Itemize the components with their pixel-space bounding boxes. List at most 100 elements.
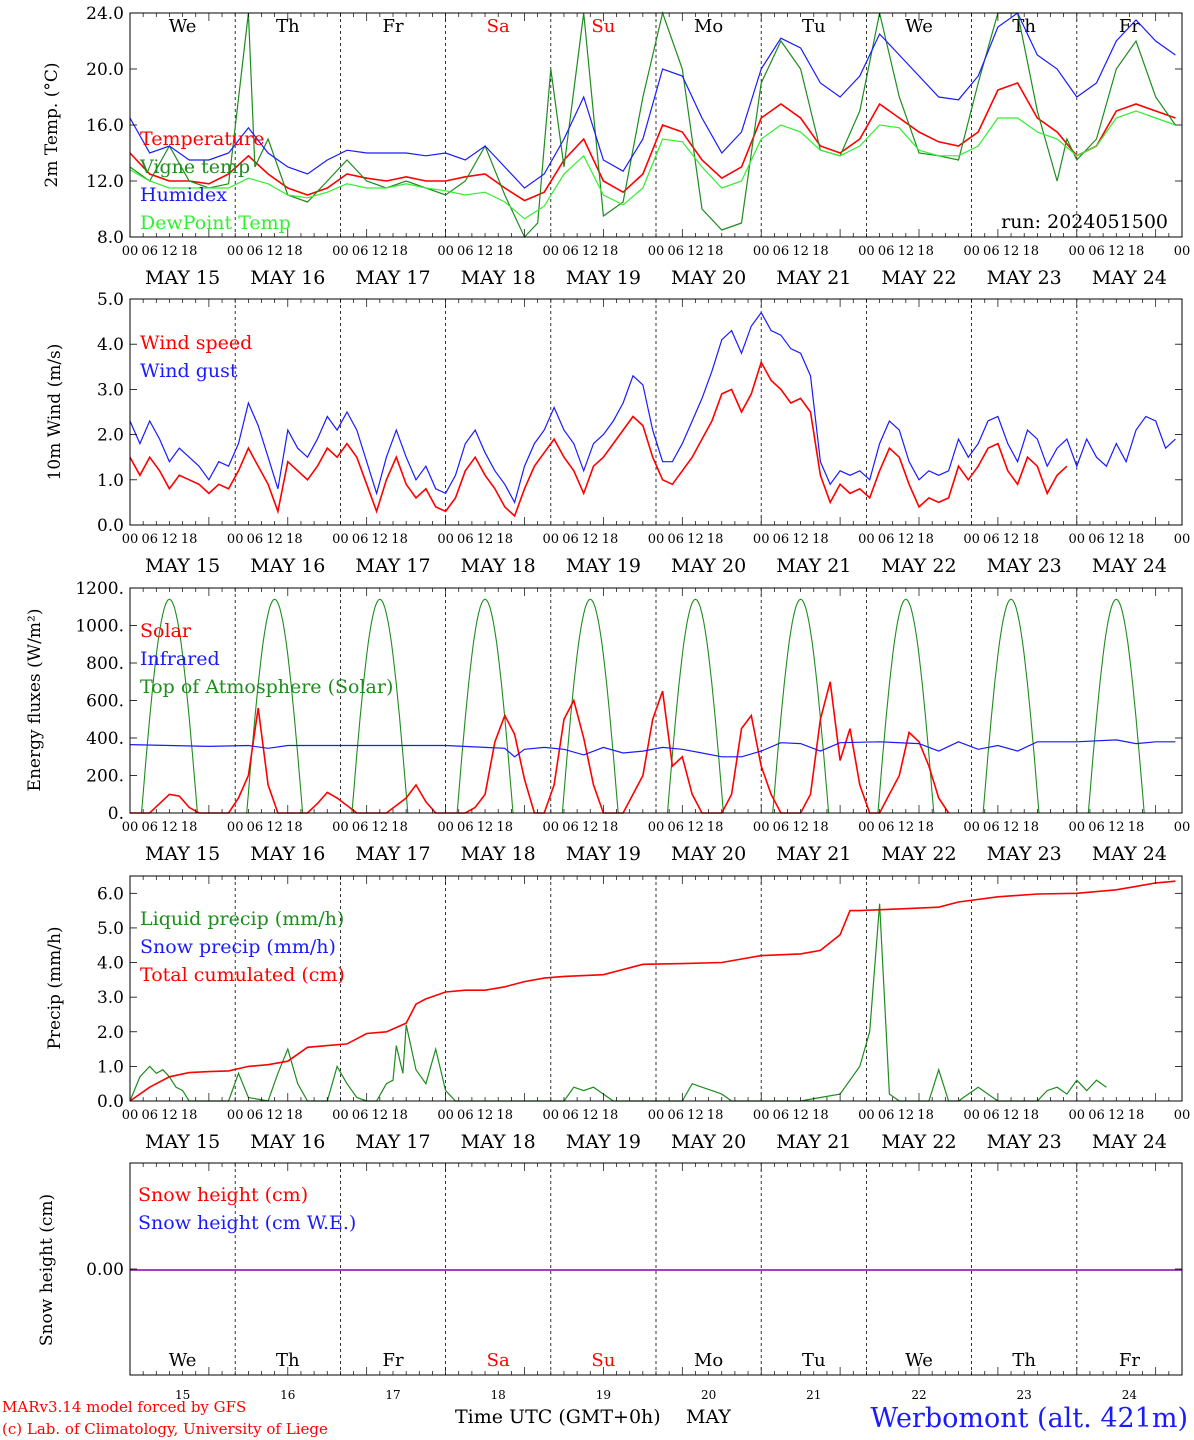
hour-tick-label: 12 [898,532,915,547]
y-axis-label: Snow height (cm) [37,1194,57,1346]
y-tick-label: 1.0 [97,471,124,491]
hour-tick-label: 06 [667,244,684,259]
date-label: MAY 20 [671,843,746,865]
hour-tick-label: 00 [963,1108,980,1123]
hour-tick-label: 00 [648,244,665,259]
date-label: MAY 19 [566,267,641,289]
y-tick-label: 400. [86,729,124,749]
date-label: MAY 19 [566,843,641,865]
weekday-label: Th [276,1350,300,1371]
hour-tick-label: 18 [1023,1108,1040,1123]
panel-3: 1200. 1000. 800. 600. 400. 200. 0. Energy fluxe… [25,579,1190,865]
hour-tick-label: 18 [602,1108,619,1123]
date-label: MAY 22 [881,267,956,289]
y-tick-label: 6.0 [97,884,124,904]
y-axis-label: 10m Wind (m/s) [45,344,65,481]
weekday-label: Fr [382,1350,403,1371]
series-line-dewpoint-temp [129,110,1176,220]
weekday-label: Sa [487,1350,510,1371]
hour-tick-label: 12 [266,820,283,835]
hour-tick-label: 12 [1003,244,1020,259]
hour-tick-label: 00 [1069,532,1086,547]
weekday-label: We [169,16,197,37]
series-line-temperature [129,82,1176,202]
y-tick-label: 2.0 [97,1023,124,1043]
hour-tick-label: 06 [878,532,895,547]
date-label: MAY 15 [145,555,220,577]
weekday-label: Fr [1119,1350,1140,1371]
panel-1: 24.020.016.012.08.02m Temp. (°C)00 06 12 18… [42,4,1190,289]
hour-tick-label: 06 [457,244,474,259]
legend-entry: Total cumulated (cm) [140,964,345,986]
legend-entry: Wind gust [140,360,238,382]
hour-tick-label: 18 [391,1108,408,1123]
y-tick-label: 8.0 [97,228,124,248]
hour-tick-label: 00 [332,532,349,547]
date-label: MAY 23 [987,1131,1062,1153]
hour-tick-label: 06 [773,532,790,547]
weekday-label: Fr [382,16,403,37]
hour-tick-label: 00 [437,244,454,259]
hour-tick-label: 12 [687,244,704,259]
hour-tick-label: 00 [543,820,560,835]
hour-tick-label: 00 [753,1108,770,1123]
hour-tick-label: 18 [391,532,408,547]
hour-tick-label: 18 [1023,820,1040,835]
hour-tick-label: 00 [543,532,560,547]
hour-tick-label: 18 [1128,820,1145,835]
hour-tick-label: 12 [687,1108,704,1123]
hour-tick-label: 18 [181,1108,198,1123]
hour-tick-label: 18 [1128,1108,1145,1123]
series-line-humidex [129,12,1176,189]
weekday-label: We [905,1350,933,1371]
y-tick-label: 200. [86,767,124,787]
y-tick-label: 1000. [75,617,124,637]
hour-tick-label: 00 [753,532,770,547]
hour-tick-label: 06 [457,1108,474,1123]
date-label: MAY 23 [987,843,1062,865]
panel-5: 0.00 Snow height (cm) Snow height (cm) Snow… [37,1162,1183,1402]
hour-tick-label: 00 [1174,1108,1191,1123]
legend-entry: Liquid precip (mm/h) [140,908,344,930]
day-number-label: 20 [701,1388,716,1402]
hour-tick-label: 06 [352,532,369,547]
month-label: MAY [686,1406,731,1428]
hour-tick-label: 12 [372,820,389,835]
hour-tick-label: 06 [878,1108,895,1123]
hour-tick-label: 18 [812,820,829,835]
hour-tick-label: 18 [707,1108,724,1123]
credit-line-1: MARv3.14 model forced by GFS [2,1398,246,1416]
hour-tick-label: 18 [917,1108,934,1123]
series-line-solar [130,681,950,814]
hour-tick-label: 18 [391,244,408,259]
plot-frame [129,587,1183,814]
hour-tick-label: 06 [1088,1108,1105,1123]
day-number-label: 22 [911,1388,926,1402]
y-tick-label: 800. [86,654,124,674]
hour-tick-label: 00 [858,244,875,259]
hour-tick-label: 06 [983,532,1000,547]
date-label: MAY 23 [987,555,1062,577]
weekday-label: Mo [694,1350,723,1371]
hour-tick-label: 00 [648,820,665,835]
y-axis-label: 2m Temp. (°C) [42,62,62,187]
hour-tick-label: 12 [1003,820,1020,835]
hour-tick-label: 12 [372,244,389,259]
hour-tick-label: 06 [141,1108,158,1123]
y-tick-label: 3.0 [97,380,124,400]
hour-tick-label: 00 [122,532,139,547]
hour-tick-label: 00 [227,820,244,835]
hour-tick-label: 12 [582,532,599,547]
hour-tick-label: 18 [602,532,619,547]
hour-tick-label: 12 [266,244,283,259]
hour-tick-label: 12 [477,532,494,547]
station-label: Werbomont (alt. 421m) [870,1403,1188,1434]
hour-tick-label: 00 [1069,1108,1086,1123]
hour-tick-label: 12 [161,820,178,835]
date-label: MAY 22 [881,1131,956,1153]
hour-tick-label: 18 [391,820,408,835]
hour-tick-label: 18 [286,1108,303,1123]
hour-tick-label: 06 [247,820,264,835]
hour-tick-label: 06 [352,1108,369,1123]
